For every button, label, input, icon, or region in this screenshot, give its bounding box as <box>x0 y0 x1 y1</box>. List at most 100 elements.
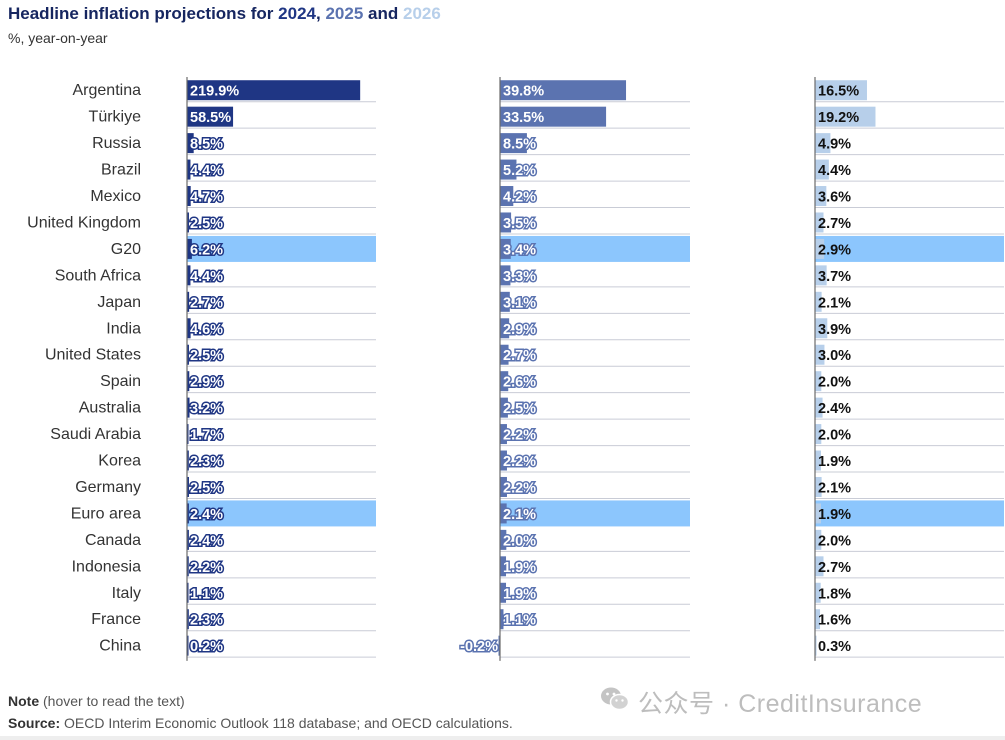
data-label-2025-south-africa: 3.3% <box>503 269 536 285</box>
source-text: OECD Interim Economic Outlook 118 databa… <box>64 715 513 731</box>
data-label-2024-china: 0.2% <box>190 639 223 655</box>
data-label-2026-france: 1.6% <box>818 613 851 629</box>
bar-2025-mexico <box>500 186 514 207</box>
category-label-t-rkiye: Türkiye <box>89 109 142 126</box>
chart-footer: Note (hover to read the text) Source: OE… <box>8 690 513 734</box>
bar-2026-euro-area <box>815 503 821 524</box>
data-label-2026-germany: 2.1% <box>818 480 851 496</box>
bar-2025-united-states <box>500 344 509 365</box>
panel-2024: 219.9% 58.5% 8.5% 4.4% 4.7% 2.5% 6.2% 4.4% 2.7% 4… <box>186 77 376 661</box>
category-label-g20: G20 <box>111 241 141 258</box>
bar-2026-germany <box>815 476 822 497</box>
bar-2025-indonesia <box>500 556 507 577</box>
data-label-2026-argentina: 16.5% <box>818 84 859 100</box>
data-label-2026-russia: 4.9% <box>818 137 851 153</box>
bar-2024-france <box>187 609 189 630</box>
data-label-2024-italy: 1.1% <box>190 586 223 602</box>
bar-2026-mexico <box>815 186 827 207</box>
data-label-2026-italy: 1.8% <box>818 586 851 602</box>
data-label-2024-russia: 8.5% <box>190 137 223 153</box>
bar-2025-t-rkiye <box>500 106 607 127</box>
bar-2026-south-africa <box>815 265 827 286</box>
data-label-2026-spain: 2.0% <box>818 375 851 391</box>
data-label-2024-argentina: 219.9% <box>190 84 239 100</box>
highlight-band-2025-euro-area <box>500 500 690 527</box>
data-label-2025-korea: 2.2% <box>503 454 536 470</box>
bar-2025-euro-area <box>500 503 507 524</box>
category-label-france: France <box>91 611 141 628</box>
category-label-japan: Japan <box>97 294 141 311</box>
data-label-2024-united-kingdom: 2.5% <box>190 216 223 232</box>
data-label-2026-united-kingdom: 2.7% <box>818 216 851 232</box>
category-label-italy: Italy <box>112 585 141 602</box>
data-label-2026-euro-area: 1.9% <box>818 507 851 523</box>
data-label-2025-china: -0.2% <box>460 639 498 655</box>
data-label-2026-south-africa: 3.7% <box>818 269 851 285</box>
bar-2024-italy <box>187 582 189 603</box>
data-label-2025-russia: 8.5% <box>503 137 536 153</box>
bar-2025-spain <box>500 371 509 392</box>
bar-2024-euro-area <box>187 503 189 524</box>
data-label-2025-united-states: 2.7% <box>503 348 536 364</box>
bar-2024-spain <box>187 371 190 392</box>
category-label-argentina: Argentina <box>73 82 142 99</box>
title-year-2026: 2026 <box>402 4 441 23</box>
data-label-2024-euro-area: 2.4% <box>190 507 223 523</box>
data-label-2025-indonesia: 1.9% <box>503 560 536 576</box>
highlight-band-2026-euro-area <box>815 500 1004 527</box>
chart-subtitle: %, year-on-year <box>8 30 108 46</box>
bar-2024-china <box>187 635 189 656</box>
bar-2025-united-kingdom <box>500 212 512 233</box>
data-label-2024-korea: 2.3% <box>190 454 223 470</box>
source-label: Source: <box>8 715 61 731</box>
data-label-2025-canada: 2.0% <box>503 533 536 549</box>
data-label-2024-spain: 2.9% <box>190 375 223 391</box>
bar-2026-spain <box>815 371 822 392</box>
bar-2024-brazil <box>187 159 191 180</box>
bar-2026-russia <box>815 133 831 154</box>
data-label-2025-united-kingdom: 3.5% <box>503 216 536 232</box>
bar-2024-g20 <box>187 238 192 259</box>
data-label-2024-india: 4.6% <box>190 322 223 338</box>
note-line[interactable]: Note (hover to read the text) <box>8 690 513 712</box>
data-label-2025-saudi-arabia: 2.2% <box>503 428 536 444</box>
bar-2025-japan <box>500 291 510 312</box>
bar-2025-australia <box>500 397 508 418</box>
data-label-2026-japan: 2.1% <box>818 295 851 311</box>
bar-2024-australia <box>187 397 190 418</box>
bar-2025-g20 <box>500 238 511 259</box>
category-label-australia: Australia <box>79 400 141 417</box>
category-label-south-africa: South Africa <box>55 267 141 284</box>
data-label-2026-saudi-arabia: 2.0% <box>818 428 851 444</box>
bar-2024-indonesia <box>187 556 189 577</box>
category-label-canada: Canada <box>85 532 141 549</box>
bar-2026-g20 <box>815 238 825 259</box>
data-label-2026-korea: 1.9% <box>818 454 851 470</box>
category-label-brazil: Brazil <box>101 162 141 179</box>
title-and: and <box>368 4 399 23</box>
category-label-spain: Spain <box>100 373 141 390</box>
category-label-saudi-arabia: Saudi Arabia <box>50 426 141 443</box>
data-label-2026-g20: 2.9% <box>818 242 851 258</box>
note-text: (hover to read the text) <box>43 693 185 709</box>
note-label: Note <box>8 693 40 709</box>
bar-2025-argentina <box>500 80 627 101</box>
data-label-2024-saudi-arabia: 1.7% <box>190 428 223 444</box>
data-label-2025-g20: 3.4% <box>503 242 536 258</box>
bar-2026-argentina <box>815 80 867 101</box>
bar-2026-brazil <box>815 159 829 180</box>
data-label-2026-indonesia: 2.7% <box>818 560 851 576</box>
bar-2024-argentina <box>187 80 361 101</box>
data-label-2024-g20: 6.2% <box>190 242 223 258</box>
panel-2026: 16.5% 19.2% 4.9% 4.4% 3.6% 2.7% 2.9% 3.7% 2.1% 3.… <box>814 77 1004 661</box>
data-label-2025-italy: 1.9% <box>503 586 536 602</box>
title-comma: , <box>315 4 321 23</box>
bar-2025-saudi-arabia <box>500 424 507 445</box>
bar-2024-japan <box>187 291 190 312</box>
bar-2024-t-rkiye <box>187 106 234 127</box>
bar-2024-united-kingdom <box>187 212 189 233</box>
category-label-china: China <box>99 638 141 655</box>
bar-2026-china <box>815 635 817 656</box>
bar-2025-france <box>500 609 504 630</box>
data-label-2025-brazil: 5.2% <box>503 163 536 179</box>
